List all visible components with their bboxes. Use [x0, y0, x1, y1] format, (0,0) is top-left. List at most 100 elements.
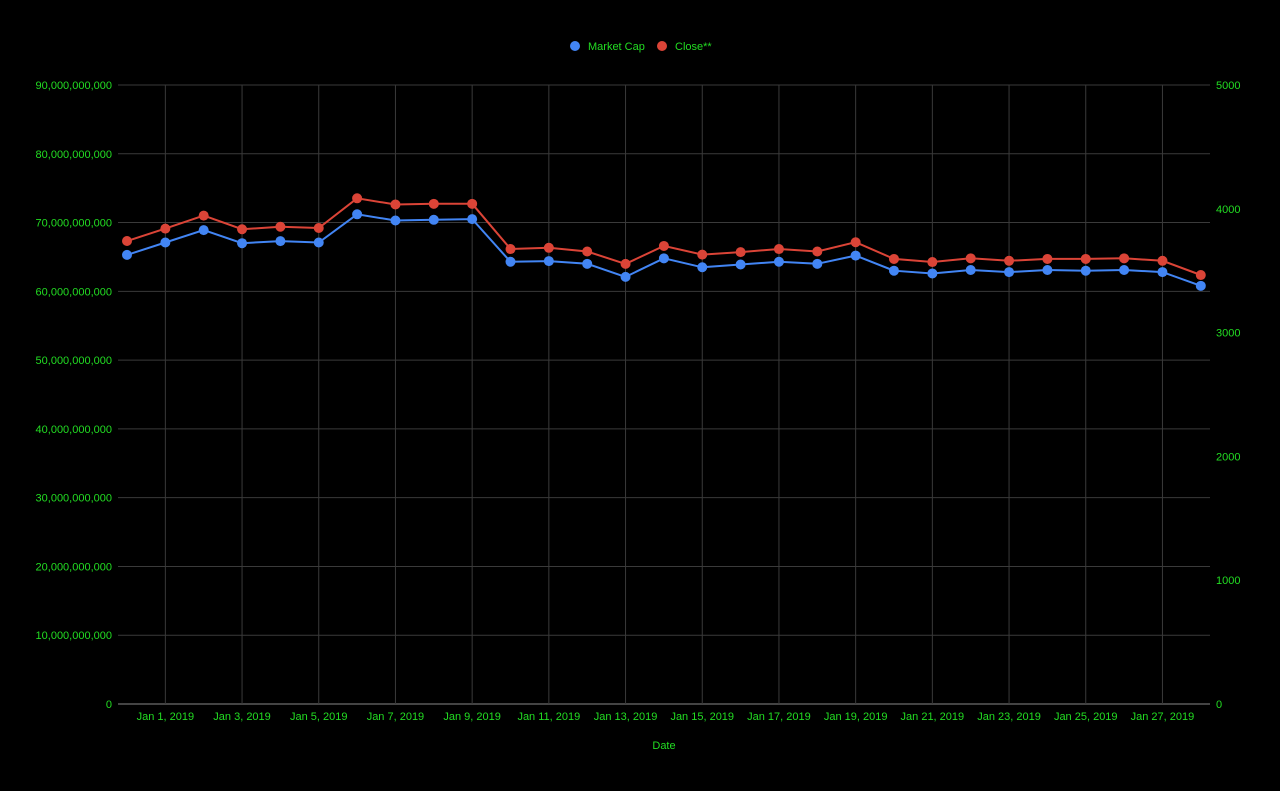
data-point-close[interactable] [543, 242, 554, 253]
y-right-tick-label: 0 [1216, 699, 1222, 711]
data-point-close[interactable] [160, 223, 171, 234]
y-left-tick-label: 0 [106, 699, 112, 711]
y-right-tick-label: 1000 [1216, 575, 1240, 587]
y-left-tick-label: 30,000,000,000 [36, 493, 112, 505]
series [122, 193, 1206, 291]
x-tick-label: Jan 25, 2019 [1054, 711, 1118, 723]
legend: Market Cap Close** [570, 41, 712, 53]
data-point-close[interactable] [889, 253, 899, 264]
x-axis-title: Date [652, 740, 675, 752]
data-point-market-cap[interactable] [505, 256, 516, 267]
x-tick-label: Jan 17, 2019 [747, 711, 811, 723]
data-point-close[interactable] [735, 247, 746, 258]
data-point-close[interactable] [1004, 255, 1015, 266]
legend-label-close[interactable]: Close** [675, 41, 712, 53]
data-point-market-cap[interactable] [1080, 265, 1091, 276]
legend-marker-close [657, 41, 667, 51]
data-point-market-cap[interactable] [1195, 280, 1206, 291]
data-point-close[interactable] [927, 257, 938, 268]
data-point-close[interactable] [467, 198, 478, 209]
y-left-tick-label: 80,000,000,000 [36, 149, 112, 161]
data-point-close[interactable] [1157, 255, 1168, 266]
x-tick-label: Jan 7, 2019 [367, 711, 425, 723]
data-point-close[interactable] [620, 258, 631, 269]
y-right-tick-label: 4000 [1216, 204, 1240, 216]
data-point-market-cap[interactable] [582, 258, 593, 269]
y-left-tick-label: 10,000,000,000 [36, 630, 112, 642]
data-point-market-cap[interactable] [658, 253, 669, 264]
data-point-close[interactable] [313, 222, 324, 233]
data-point-market-cap[interactable] [275, 236, 286, 247]
y-right-tick-label: 2000 [1216, 451, 1240, 463]
data-point-close[interactable] [505, 244, 516, 255]
data-point-close[interactable] [1195, 270, 1206, 281]
data-point-close[interactable] [237, 224, 248, 235]
y-axis-right: 0 1000 2000 3000 4000 5000 [1216, 80, 1240, 711]
x-tick-label: Jan 13, 2019 [594, 711, 658, 723]
data-point-market-cap[interactable] [467, 214, 478, 225]
data-point-close[interactable] [198, 210, 209, 221]
data-point-market-cap[interactable] [122, 249, 132, 260]
data-point-market-cap[interactable] [390, 215, 401, 226]
data-point-market-cap[interactable] [735, 259, 746, 270]
y-left-tick-label: 90,000,000,000 [36, 80, 112, 92]
x-tick-label: Jan 21, 2019 [901, 711, 965, 723]
legend-marker-market-cap [570, 41, 580, 51]
data-point-close[interactable] [850, 237, 861, 248]
data-point-market-cap[interactable] [313, 237, 324, 248]
data-point-close[interactable] [658, 240, 669, 251]
data-point-close[interactable] [428, 198, 439, 209]
data-point-market-cap[interactable] [697, 262, 708, 273]
x-tick-label: Jan 19, 2019 [824, 711, 888, 723]
y-axis-left: 0 10,000,000,000 20,000,000,000 30,000,000,… [36, 80, 112, 711]
gridlines [118, 84, 1210, 705]
data-point-market-cap[interactable] [965, 265, 976, 276]
data-point-market-cap[interactable] [812, 258, 823, 269]
x-tick-label: Jan 3, 2019 [213, 711, 271, 723]
x-tick-label: Jan 15, 2019 [670, 711, 734, 723]
data-point-market-cap[interactable] [198, 225, 209, 236]
legend-label-market-cap[interactable]: Market Cap [588, 41, 645, 53]
data-point-market-cap[interactable] [160, 237, 171, 248]
data-point-market-cap[interactable] [1157, 267, 1168, 278]
y-left-tick-label: 70,000,000,000 [36, 218, 112, 230]
data-point-market-cap[interactable] [237, 238, 248, 249]
data-point-close[interactable] [965, 253, 976, 264]
data-point-market-cap[interactable] [428, 214, 439, 225]
y-right-tick-label: 5000 [1216, 80, 1240, 92]
data-point-market-cap[interactable] [850, 250, 861, 261]
x-tick-label: Jan 27, 2019 [1131, 711, 1195, 723]
data-point-market-cap[interactable] [1119, 265, 1130, 276]
x-axis: Jan 1, 2019 Jan 3, 2019 Jan 5, 2019 Jan 7, … [137, 711, 1195, 723]
data-point-market-cap[interactable] [620, 271, 631, 282]
x-tick-label: Jan 1, 2019 [137, 711, 195, 723]
x-tick-label: Jan 23, 2019 [977, 711, 1041, 723]
data-point-close[interactable] [773, 244, 784, 255]
data-point-market-cap[interactable] [889, 265, 899, 276]
y-right-tick-label: 3000 [1216, 328, 1240, 340]
x-tick-label: Jan 9, 2019 [443, 711, 501, 723]
y-left-tick-label: 50,000,000,000 [36, 355, 112, 367]
data-point-close[interactable] [582, 246, 593, 257]
data-point-close[interactable] [275, 221, 286, 232]
data-point-close[interactable] [122, 235, 132, 246]
data-point-close[interactable] [390, 199, 401, 210]
data-point-close[interactable] [697, 249, 708, 260]
data-point-market-cap[interactable] [927, 268, 938, 279]
data-point-close[interactable] [1080, 253, 1091, 264]
y-left-tick-label: 60,000,000,000 [36, 286, 112, 298]
x-tick-label: Jan 5, 2019 [290, 711, 348, 723]
data-point-close[interactable] [812, 246, 823, 257]
data-point-close[interactable] [1042, 253, 1053, 264]
y-left-tick-label: 20,000,000,000 [36, 561, 112, 573]
data-point-market-cap[interactable] [773, 256, 784, 267]
data-point-market-cap[interactable] [352, 209, 363, 220]
data-point-close[interactable] [352, 193, 363, 204]
data-point-market-cap[interactable] [1004, 267, 1015, 278]
data-point-market-cap[interactable] [543, 256, 554, 267]
data-point-market-cap[interactable] [1042, 265, 1053, 276]
data-point-close[interactable] [1119, 253, 1130, 264]
